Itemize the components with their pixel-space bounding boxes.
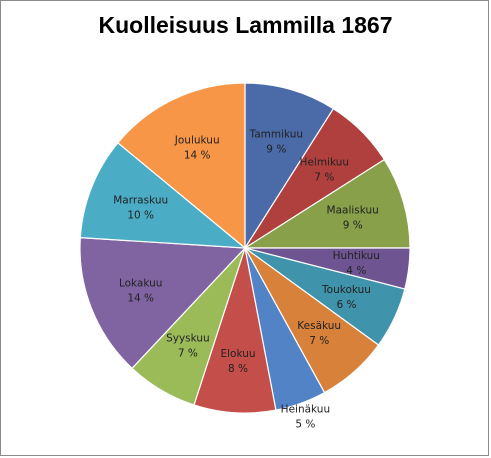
slice-percent-label: 7 % [314, 172, 334, 184]
slice-percent-label: 4 % [346, 265, 366, 277]
slice-name-label: Heinäkuu [281, 404, 330, 416]
slice-name-label: Lokakuu [119, 277, 163, 289]
pie-slice-1 [244, 82, 335, 251]
slice-percent-label: 7 % [178, 348, 198, 360]
pie-slice-3 [242, 158, 411, 249]
slice-percent-label: 5 % [295, 419, 315, 431]
slice-name-label: Toukokuu [321, 284, 371, 296]
slice-name-label: Kesäkuu [297, 320, 341, 332]
slice-name-label: Joulukuu [174, 135, 220, 147]
slice-percent-label: 8 % [228, 363, 248, 375]
slice-name-label: Syyskuu [166, 333, 210, 345]
slice-percent-label: 9 % [343, 220, 363, 232]
slice-percent-label: 14 % [127, 292, 154, 304]
chart-title: Kuolleisuus Lammilla 1867 [98, 12, 393, 38]
slice-percent-label: 14 % [184, 150, 211, 162]
slice-name-label: Elokuu [220, 348, 255, 360]
pie-slice-10 [79, 237, 247, 370]
slice-name-label: Tammikuu [249, 128, 304, 140]
slice-percent-label: 10 % [127, 210, 154, 222]
slice-name-label: Marraskuu [113, 195, 168, 207]
slice-percent-label: 9 % [266, 143, 286, 155]
slice-percent-label: 7 % [309, 335, 329, 347]
pie-slice-12 [117, 82, 246, 250]
slice-name-label: Helmikuu [300, 157, 350, 169]
slice-percent-label: 6 % [337, 299, 357, 311]
pie-slice-11 [79, 141, 247, 249]
slice-name-label: Huhtikuu [333, 250, 380, 262]
slice-name-label: Maaliskuu [327, 205, 379, 217]
